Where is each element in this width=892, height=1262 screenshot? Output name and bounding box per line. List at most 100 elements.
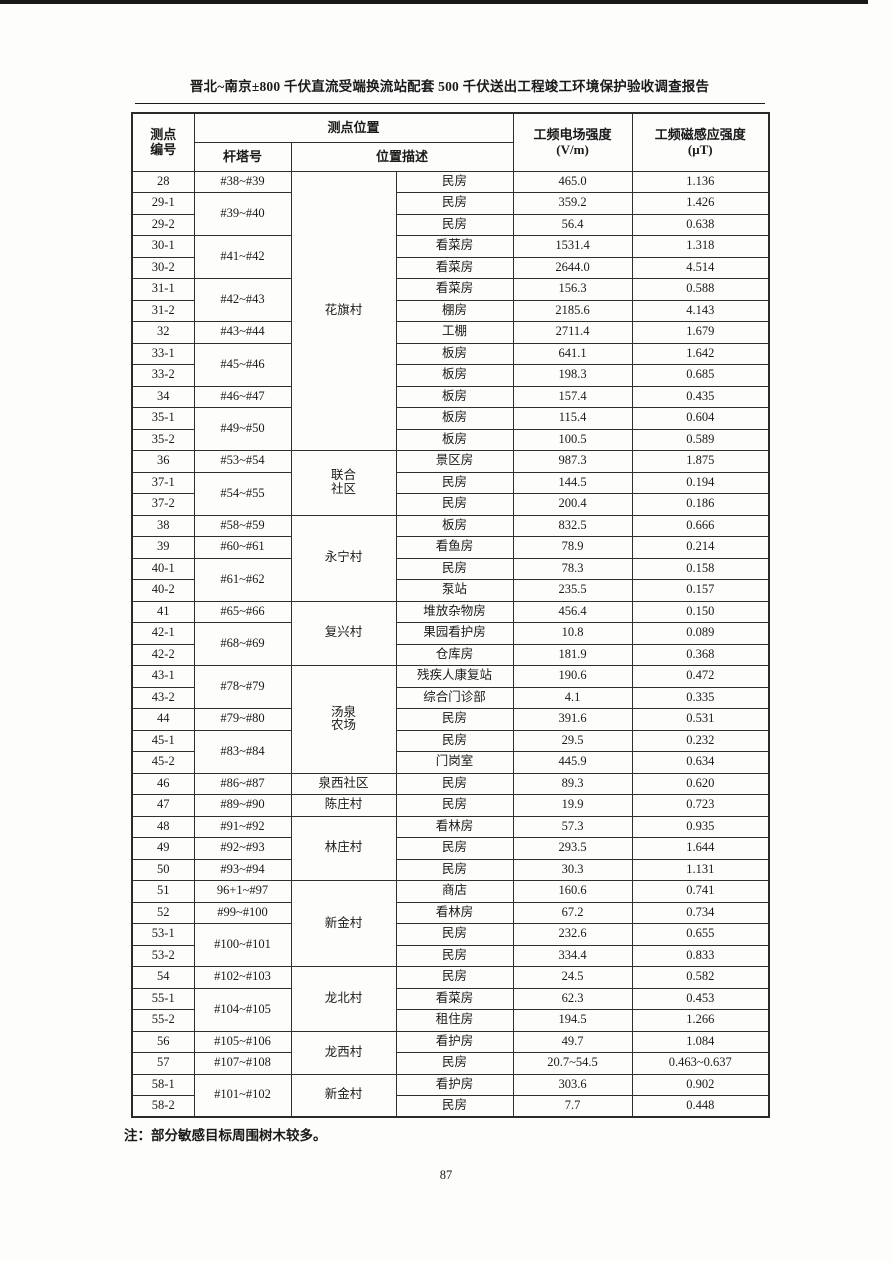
cell-village: 花旗村	[290, 170, 397, 451]
table-row: 30-2 看菜房 2644.0 4.514	[131, 256, 770, 279]
cell-tower-number: #89~#90	[193, 794, 292, 817]
cell-efield-value: 57.3	[512, 815, 633, 838]
cell-efield-value: 10.8	[512, 622, 633, 645]
cell-bfield-value: 0.604	[631, 407, 770, 430]
cell-efield-value: 303.6	[512, 1073, 633, 1096]
table-row: 36 #53~#54 联合 社区 景区房 987.3 1.875	[131, 450, 770, 516]
table-row: 31-1 #42~#43 看菜房 156.3 0.588	[131, 278, 770, 322]
cell-tower-number: #102~#103	[193, 966, 292, 989]
cell-location-description: 果园看护房	[395, 622, 514, 645]
scan-edge-artifact	[0, 0, 868, 4]
cell-bfield-value: 1.084	[631, 1030, 770, 1053]
cell-bfield-value: 0.463~0.637	[631, 1052, 770, 1075]
cell-point-id: 58-1	[131, 1073, 195, 1096]
cell-location-description: 民房	[395, 471, 514, 494]
cell-efield-value: 190.6	[512, 665, 633, 688]
cell-location-description: 看护房	[395, 1073, 514, 1096]
cell-village: 复兴村	[290, 600, 397, 666]
table-row: 58-2 民房 7.7 0.448	[131, 1095, 770, 1118]
cell-tower-number: #86~#87	[193, 772, 292, 795]
table-row: 42-1 #68~#69 果园看护房 10.8 0.089	[131, 622, 770, 666]
cell-bfield-value: 1.136	[631, 170, 770, 193]
cell-efield-value: 232.6	[512, 923, 633, 946]
cell-point-id: 58-2	[131, 1095, 195, 1118]
cell-village: 联合 社区	[290, 450, 397, 516]
cell-point-id: 28	[131, 170, 195, 193]
cell-tower-number: #54~#55	[193, 471, 292, 516]
table-row: 37-1 #54~#55 民房 144.5 0.194	[131, 471, 770, 516]
cell-efield-value: 144.5	[512, 471, 633, 494]
header-bfield-label: 工频磁感应强度	[654, 126, 746, 142]
table-row: 48 #91~#92 林庄村 看林房 57.3 0.935	[131, 815, 770, 881]
cell-efield-value: 198.3	[512, 364, 633, 387]
cell-point-id: 54	[131, 966, 195, 989]
cell-location-description: 综合门诊部	[395, 686, 514, 709]
cell-location-description: 民房	[395, 944, 514, 967]
cell-efield-value: 334.4	[512, 944, 633, 967]
table-row: 46 #86~#87 泉西社区 民房 89.3 0.620	[131, 772, 770, 795]
cell-village: 林庄村	[290, 815, 397, 881]
cell-bfield-value: 0.741	[631, 880, 770, 903]
table-row: 37-2 民房 200.4 0.186	[131, 493, 770, 516]
cell-location-description: 板房	[395, 364, 514, 387]
cell-efield-value: 987.3	[512, 450, 633, 473]
cell-tower-number: #38~#39	[193, 170, 292, 193]
cell-bfield-value: 0.194	[631, 471, 770, 494]
cell-location-description: 民房	[395, 1052, 514, 1075]
header-bfield-unit: (μT)	[687, 142, 713, 158]
cell-tower-number: #65~#66	[193, 600, 292, 623]
cell-efield-value: 235.5	[512, 579, 633, 602]
table-row: 56 #105~#106 龙西村 看护房 49.7 1.084	[131, 1030, 770, 1075]
cell-location-description: 民房	[395, 858, 514, 881]
cell-tower-number: #92~#93	[193, 837, 292, 860]
cell-location-description: 残疾人康复站	[395, 665, 514, 688]
cell-tower-number: #58~#59	[193, 514, 292, 537]
cell-bfield-value: 0.723	[631, 794, 770, 817]
cell-efield-value: 115.4	[512, 407, 633, 430]
table-row: 35-1 #49~#50 板房 115.4 0.604	[131, 407, 770, 451]
cell-location-description: 板房	[395, 407, 514, 430]
cell-location-description: 民房	[395, 170, 514, 193]
cell-tower-number: #93~#94	[193, 858, 292, 881]
cell-efield-value: 160.6	[512, 880, 633, 903]
cell-point-id: 53-1	[131, 923, 195, 946]
cell-location-description: 泵站	[395, 579, 514, 602]
table-row: 33-2 板房 198.3 0.685	[131, 364, 770, 387]
table-row: 29-1 #39~#40 民房 359.2 1.426	[131, 192, 770, 236]
cell-bfield-value: 1.266	[631, 1009, 770, 1032]
header-efield-unit: (V/m)	[556, 142, 589, 158]
cell-point-id: 56	[131, 1030, 195, 1053]
cell-tower-number: #91~#92	[193, 815, 292, 838]
cell-location-description: 民房	[395, 708, 514, 731]
document-header-title: 晋北~南京±800 千伏直流受端换流站配套 500 千伏送出工程竣工环境保护验收…	[189, 79, 710, 94]
header-bfield: 工频磁感应强度 (μT)	[631, 112, 770, 172]
cell-location-description: 看鱼房	[395, 536, 514, 559]
cell-efield-value: 7.7	[512, 1095, 633, 1118]
cell-location-description: 民房	[395, 493, 514, 516]
cell-village: 陈庄村	[290, 794, 397, 817]
cell-bfield-value: 0.935	[631, 815, 770, 838]
cell-bfield-value: 0.232	[631, 729, 770, 752]
cell-point-id: 43-1	[131, 665, 195, 688]
table-row: 39 #60~#61 看鱼房 78.9 0.214	[131, 536, 770, 559]
cell-location-description: 门岗室	[395, 751, 514, 774]
cell-location-description: 板房	[395, 428, 514, 451]
table-row: 29-2 民房 56.4 0.638	[131, 213, 770, 236]
cell-location-description: 民房	[395, 966, 514, 989]
table-row: 47 #89~#90 陈庄村 民房 19.9 0.723	[131, 794, 770, 817]
cell-location-description: 民房	[395, 1095, 514, 1118]
cell-efield-value: 56.4	[512, 213, 633, 236]
cell-efield-value: 465.0	[512, 170, 633, 193]
cell-bfield-value: 1.426	[631, 192, 770, 215]
cell-location-description: 民房	[395, 729, 514, 752]
cell-location-description: 民房	[395, 192, 514, 215]
cell-location-description: 景区房	[395, 450, 514, 473]
cell-tower-number: #78~#79	[193, 665, 292, 709]
header-location-group: 测点位置	[193, 112, 514, 143]
cell-tower-number: #42~#43	[193, 278, 292, 322]
cell-location-description: 看林房	[395, 901, 514, 924]
cell-efield-value: 20.7~54.5	[512, 1052, 633, 1075]
cell-efield-value: 89.3	[512, 772, 633, 795]
header-description: 位置描述	[290, 141, 514, 172]
cell-village: 泉西社区	[290, 772, 397, 795]
